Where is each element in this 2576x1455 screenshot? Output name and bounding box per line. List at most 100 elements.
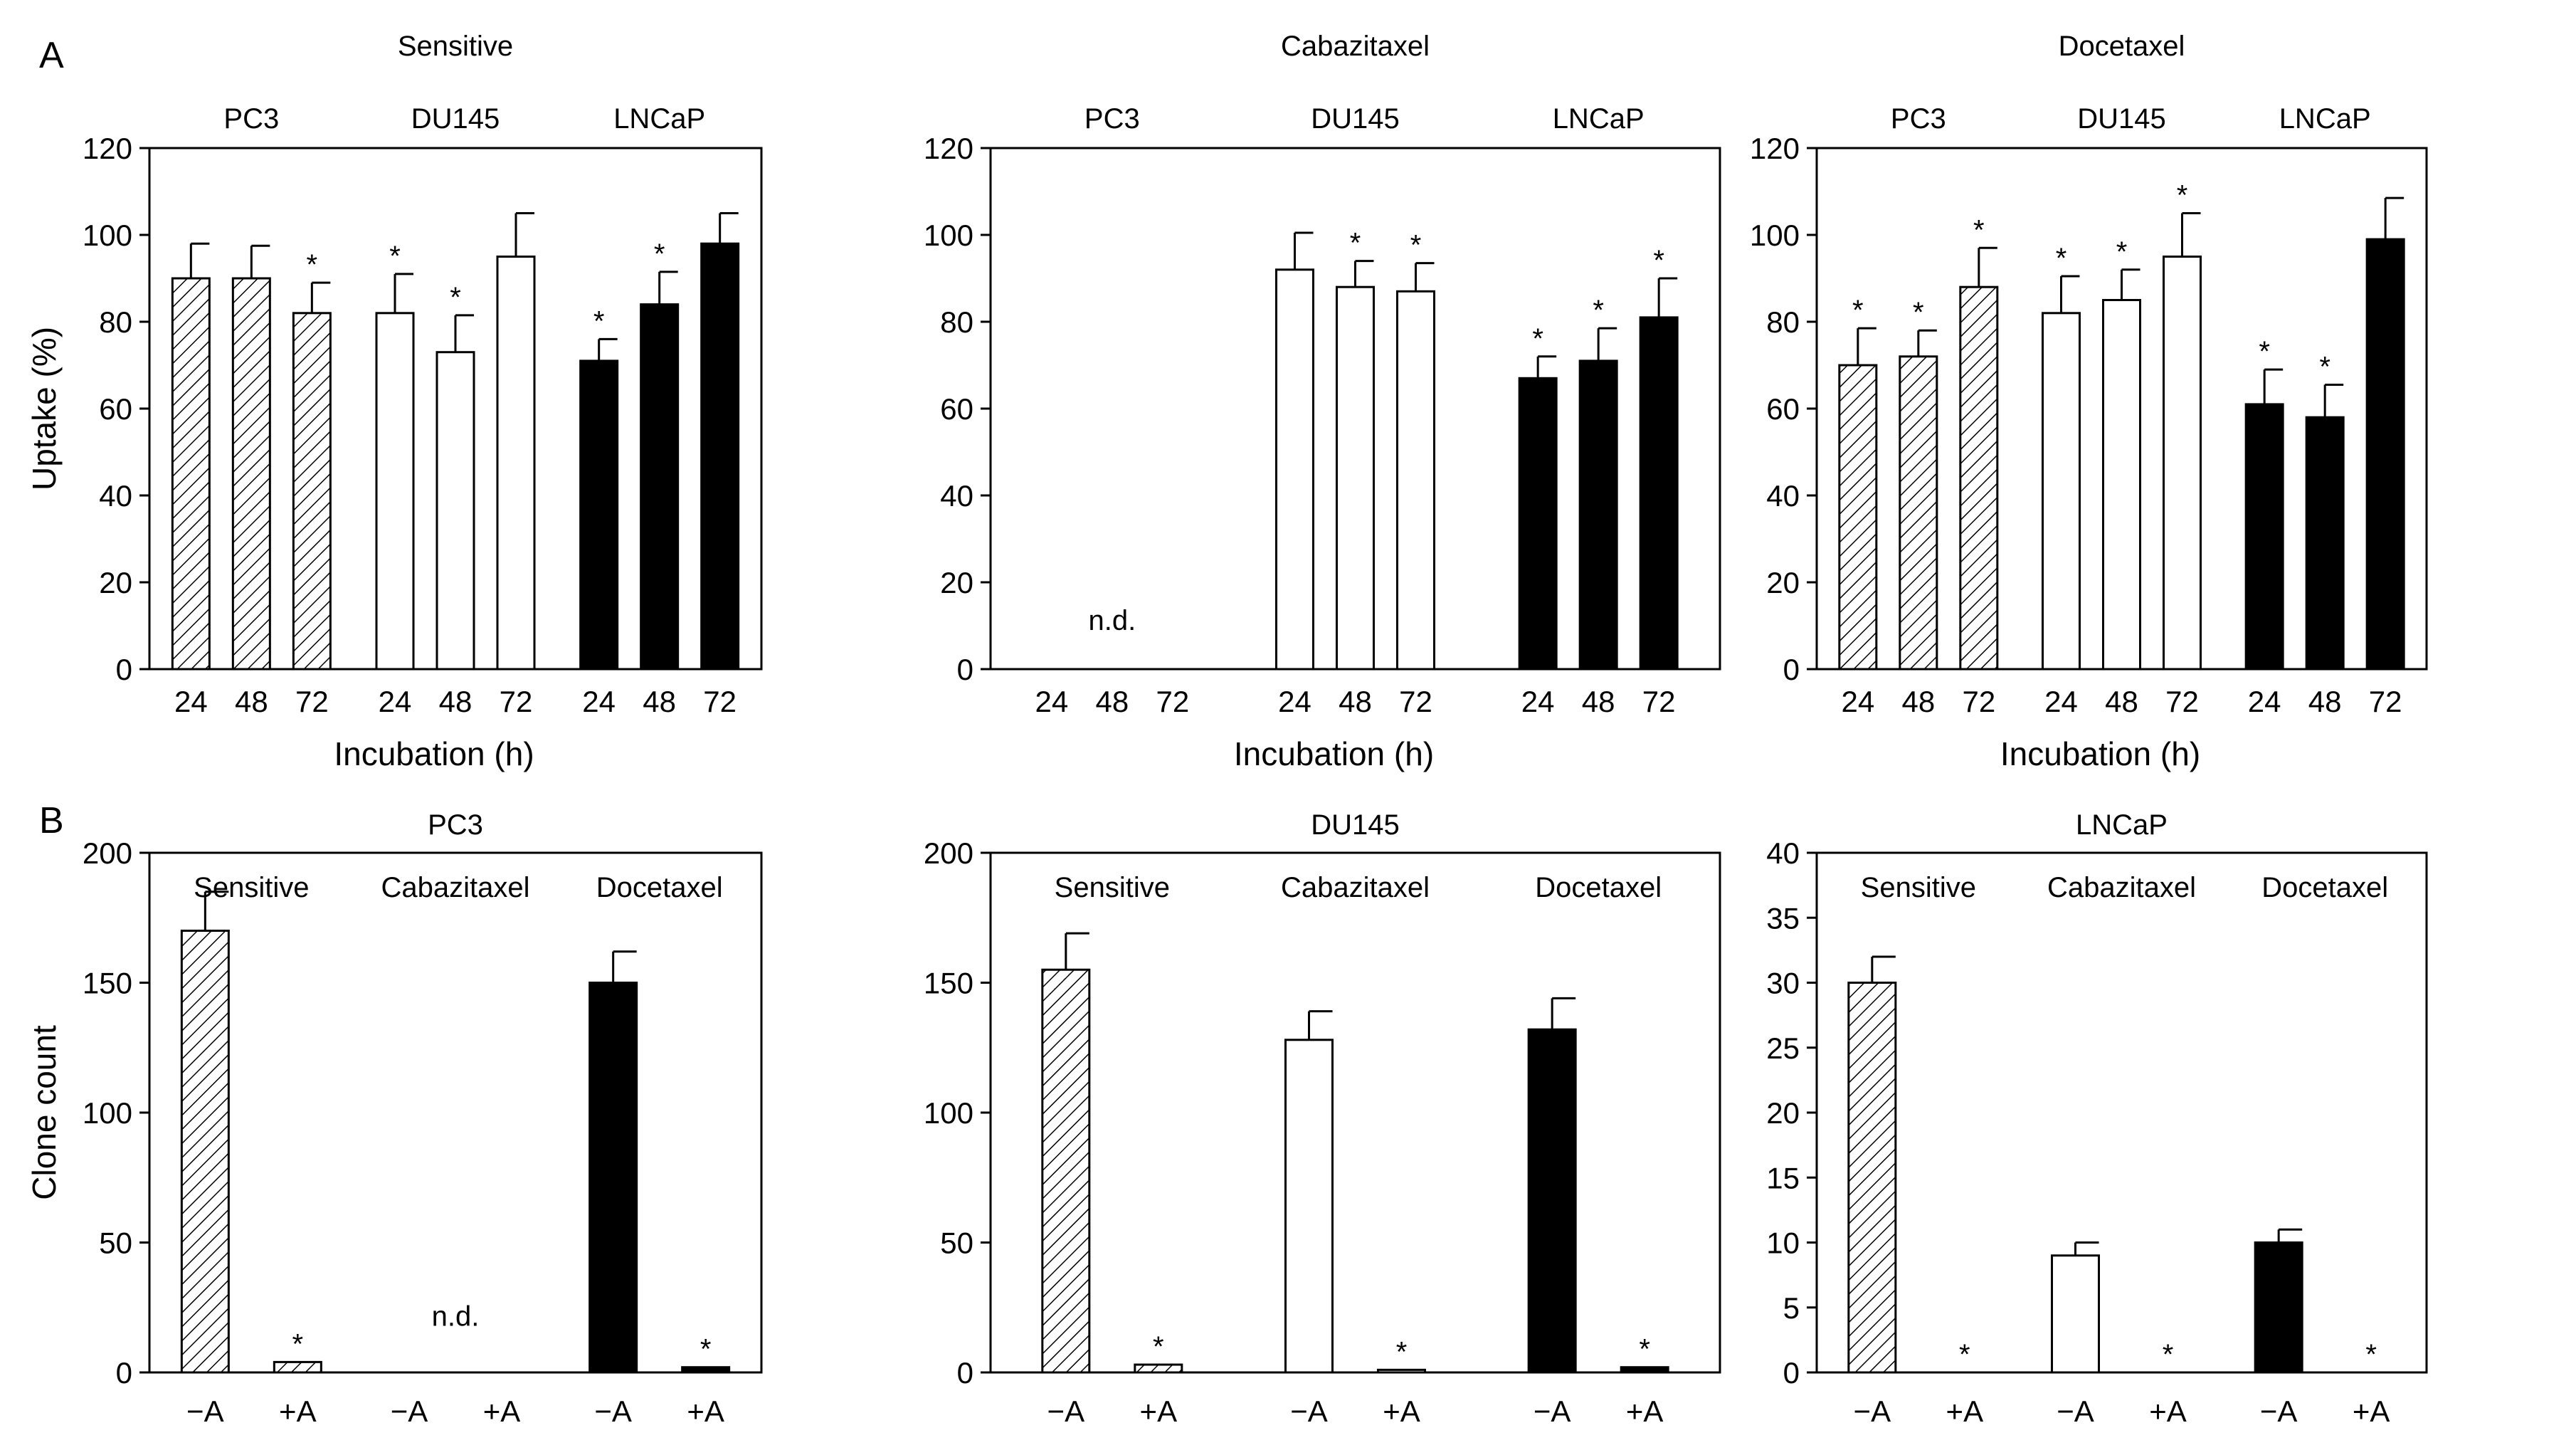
significance-marker: * [307,249,318,280]
bar [2051,1254,2100,1374]
x-tick-label: 48 [2308,685,2342,718]
x-tick-label: +A [687,1394,724,1428]
bar [681,1366,731,1374]
chart-title: PC3 [428,809,483,841]
group-label: Sensitive [1055,872,1170,903]
x-tick-label: +A [483,1394,521,1428]
bar-group: DU145 24 48 * 72 * [1275,103,1435,718]
bar [700,242,740,671]
x-tick-label: 24 [2044,685,2078,718]
significance-marker: * [2319,351,2330,382]
bar [1847,982,1897,1374]
group-label: PC3 [1084,103,1140,135]
x-tick-label: −A [594,1394,632,1428]
group-label: DU145 [2077,103,2166,135]
y-tick-label: 50 [99,1226,132,1260]
plot-frame [148,851,763,1374]
bar [1041,968,1091,1374]
y-tick-label: 40 [1766,836,1800,870]
bar-group: Sensitive −A +A * [1041,872,1183,1428]
significance-marker: * [1973,214,1985,246]
bar-group: Docetaxel −A +A * [2254,872,2390,1428]
group-label: Cabazitaxel [2047,872,2196,903]
y-tick-label: 30 [1766,967,1800,1000]
bar-group: LNCaP 24 * 48 * 72 [579,103,740,718]
chart-title: Sensitive [398,31,513,62]
x-tick-label: 72 [1962,685,1995,718]
bar [2305,416,2345,671]
bar [1639,316,1679,671]
x-tick-label: 24 [2248,685,2281,718]
x-tick-label: 72 [1642,685,1676,718]
bar-group: Cabazitaxel −A +A * [2047,872,2196,1428]
x-tick-label: +A [2149,1394,2187,1428]
bar [171,277,211,671]
x-tick-label: 72 [703,685,737,718]
y-tick-label: 40 [1766,479,1800,513]
y-tick-label: 20 [99,566,132,599]
y-tick-label: 20 [940,566,973,599]
not-determined-label: n.d. [432,1301,480,1332]
bar [640,303,680,671]
x-tick-label: −A [1854,1394,1891,1428]
y-tick-label: 200 [83,836,132,870]
bar [1396,290,1435,671]
significance-marker: * [700,1334,712,1365]
y-tick-label: 100 [1750,219,1800,252]
x-tick-label: −A [2057,1394,2094,1428]
x-tick-label: 48 [235,685,268,718]
x-tick-label: 24 [582,685,616,718]
x-axis-label: Incubation (h) [2000,735,2200,772]
bar-group: DU145 24 * 48 * 72 [375,103,536,718]
group-label: PC3 [1891,103,1946,135]
bar [1620,1366,1669,1374]
bar-group: Docetaxel −A +A * [1527,872,1669,1428]
bar-group: Docetaxel −A +A * [588,872,731,1428]
panel-label-a: A [39,35,64,76]
significance-marker: * [2116,236,2128,268]
y-tick-label: 35 [1766,901,1800,935]
bar [1578,359,1618,671]
group-label: Cabazitaxel [1281,872,1430,903]
y-tick-label: 100 [83,219,132,252]
y-tick-label: 120 [1750,132,1800,165]
y-axis-label: Clone count [26,1025,63,1200]
y-tick-label: 80 [99,305,132,339]
significance-marker: * [2259,336,2270,367]
y-tick-label: 100 [924,219,973,252]
bar [1377,1368,1426,1374]
x-tick-label: +A [2353,1394,2390,1428]
y-tick-label: 40 [940,479,973,513]
x-tick-label: −A [2260,1394,2298,1428]
bar [1899,355,1938,671]
y-tick-label: 20 [1766,1096,1800,1130]
bar [1275,268,1314,671]
y-axis-label: Uptake (%) [26,327,63,490]
plot-frame [989,851,1721,1374]
significance-marker: * [2056,243,2067,274]
x-tick-label: −A [1290,1394,1328,1428]
significance-marker: * [1350,228,1361,259]
y-tick-label: 50 [940,1226,973,1260]
x-tick-label: −A [186,1394,224,1428]
y-tick-label: 80 [940,305,973,339]
not-determined-label: n.d. [1088,605,1136,636]
x-tick-label: −A [1534,1394,1571,1428]
x-tick-label: 24 [1035,685,1068,718]
x-tick-label: 48 [643,685,676,718]
bar-group: DU145 24 * 48 * 72 * [2042,103,2202,718]
x-tick-label: 72 [1156,685,1189,718]
group-label: DU145 [1311,103,1400,135]
x-tick-label: 48 [2105,685,2138,718]
x-tick-label: 72 [2369,685,2402,718]
x-tick-label: −A [391,1394,428,1428]
bar [2102,299,2141,671]
bar [292,312,332,671]
significance-marker: * [1913,297,1924,328]
y-tick-label: 15 [1766,1161,1800,1194]
y-tick-label: 5 [1783,1291,1800,1325]
